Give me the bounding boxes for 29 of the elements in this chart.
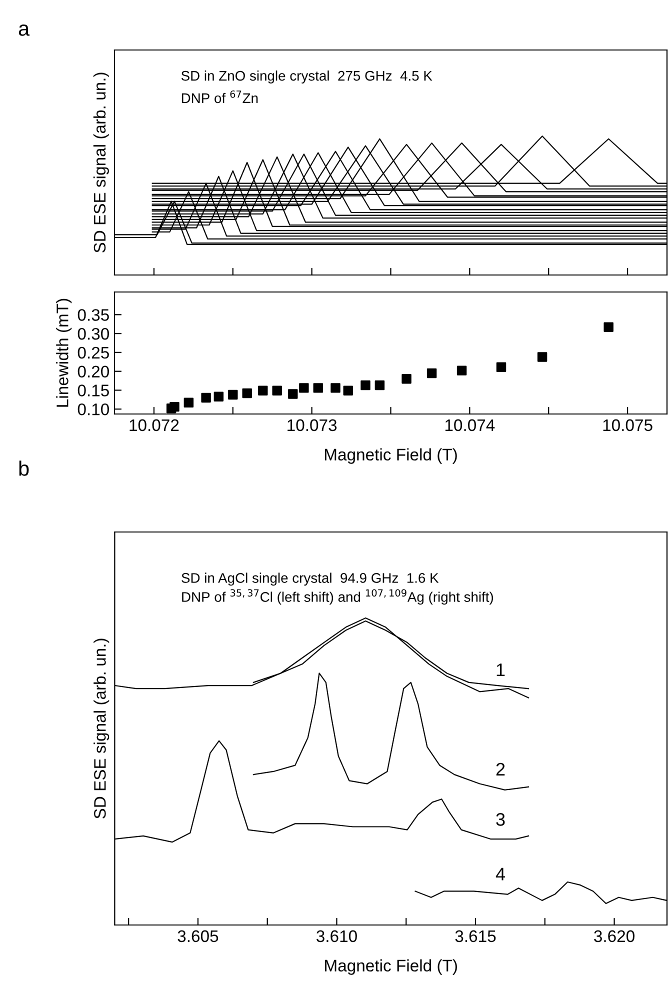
series-label: 4: [496, 868, 505, 880]
y-tick-label: 0.20: [78, 366, 109, 378]
y-axis-title: Linewidth (mT): [56, 298, 72, 407]
x-tick-label: 3.610: [316, 930, 357, 942]
series-label: 3: [496, 813, 505, 826]
y-tick-label: 0.35: [78, 309, 109, 321]
chart-title: b: [19, 460, 29, 476]
x-tick-label: 10.072: [130, 419, 179, 432]
y-tick-label: 0.15: [78, 384, 109, 396]
x-axis-title: Magnetic Field (T): [324, 448, 457, 464]
text: SD in ZnO single crystal 275 GHz 4.5 K: [181, 70, 432, 84]
x-tick-label: 3.615: [455, 930, 496, 942]
y-axis-title: SD ESE signal (arb. un.): [94, 638, 110, 819]
x-tick-label: 3.605: [178, 930, 218, 942]
y-axis-title: SD ESE signal (arb. un.): [93, 72, 109, 253]
chart-title: a: [18, 24, 30, 36]
x-axis-title: Magnetic Field (T): [325, 959, 457, 975]
x-tick-label: 10.075: [603, 419, 652, 432]
y-tick-label: 0.25: [78, 346, 109, 359]
y-tick-label: 0.30: [78, 328, 109, 340]
text: DNP of $^{35,37}$Cl (left shift) and $^{107,109}$Ag (right shift): [182, 589, 494, 605]
series-label: 2: [496, 762, 505, 776]
x-tick-label: 10.074: [445, 419, 495, 432]
text: SD in AgCl single crystal 94.9 GHz 1.6 K: [182, 572, 439, 586]
x-tick-label: 10.073: [288, 419, 337, 432]
series-label: 1: [496, 664, 505, 676]
y-tick-label: 0.10: [78, 403, 109, 416]
text: DNP of $^{67}$Zn: [182, 90, 258, 104]
x-tick-label: 3.620: [594, 930, 634, 942]
